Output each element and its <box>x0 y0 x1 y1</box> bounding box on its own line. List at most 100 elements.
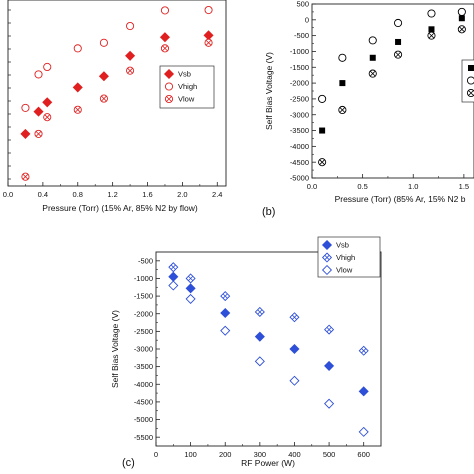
chart3-legend-marker-shape <box>321 264 333 276</box>
chart3-y-tick-label: -2000 <box>134 309 153 318</box>
chart3-y-tick-label: -2500 <box>134 327 153 336</box>
chart3-series3-point-shape <box>168 280 179 291</box>
chart2-series1-point-shape <box>369 54 376 61</box>
chart2-series2-point <box>457 7 466 16</box>
chart2-y-tick-label: 0 <box>305 15 309 24</box>
chart3-y-tick-label: -1000 <box>134 274 153 283</box>
chart1-series1-point <box>203 30 214 41</box>
chart2-series3-point <box>394 50 403 59</box>
chart1-series3-point-cross-b <box>44 114 51 120</box>
chart3-series2-point-cross-b <box>291 314 297 320</box>
chart2-y-tick-label: 500 <box>296 0 309 9</box>
chart3-series3-point-shape <box>254 356 265 367</box>
chart3-legend-marker <box>321 239 333 251</box>
chart3-series2-point-cross-b <box>361 348 367 354</box>
chart3-series1-point <box>185 283 196 294</box>
chart2-legend-marker-shape <box>468 65 474 71</box>
chart1-series1-point-shape <box>72 82 83 93</box>
chart1-series1-point <box>72 82 83 93</box>
chart3-series2-point-cross-b <box>188 275 194 281</box>
chart1-series1-point-shape <box>33 106 44 117</box>
chart3-y-tick-label: -3500 <box>134 362 153 371</box>
chart3-series1-point-shape <box>358 386 369 397</box>
chart3-series2-point <box>220 291 231 302</box>
chart3-series2-point <box>289 312 300 323</box>
chart2-y-tick-label: -4000 <box>290 142 309 151</box>
chart1-series2-point-shape <box>43 62 52 72</box>
chart2-y-tick-label: -2000 <box>290 79 309 88</box>
chart3-x-tick-label: 600 <box>357 450 370 459</box>
chart3-y-tick-label: -4000 <box>134 380 153 389</box>
chart2-legend-marker <box>466 76 474 85</box>
chart2-series2-point <box>318 94 327 103</box>
chart3-series3-point <box>185 293 196 304</box>
chart3-y-tick-label: -5500 <box>134 433 153 442</box>
chart1-series2-point-shape <box>204 5 213 15</box>
chart1-legend-marker <box>163 68 175 80</box>
chart2-series3-point-cross-b <box>369 70 376 77</box>
chart1-series2-point-shape <box>160 6 170 15</box>
chart1-legend-marker-cross-b <box>166 96 172 102</box>
chart1-series3-point <box>126 66 135 75</box>
chart1-x-tick-label: 2.0 <box>177 190 187 199</box>
chart3-x-tick-label: 500 <box>323 450 336 459</box>
chart2-panel-label: (b) <box>262 206 275 218</box>
chart2-legend-marker-cross-b <box>468 90 474 96</box>
chart1-series3-point <box>73 105 82 114</box>
chart3-series2-point-cross-b <box>326 327 332 333</box>
chart2-series1-point-shape <box>458 15 465 22</box>
chart1-x-tick-label: 1.6 <box>142 190 152 199</box>
chart2-y-tick-label: -3500 <box>290 126 309 135</box>
chart1-series3-point-cross-b <box>35 131 42 137</box>
chart1-series3-point <box>204 38 213 47</box>
chart1-series1-point-shape <box>42 97 53 108</box>
chart1-series2-point <box>160 6 170 15</box>
chart2-legend-marker <box>468 65 474 71</box>
chart1-series1-point <box>42 97 53 108</box>
chart3-legend-marker <box>321 264 333 276</box>
chart1-series3-point <box>160 44 170 53</box>
chart1-x-axis-label: Pressure (Torr) (15% Ar, 85% N2 by flow) <box>42 203 198 213</box>
chart1-x-tick-label: 1.2 <box>107 190 117 199</box>
chart1-x-tick-label: 0.8 <box>73 190 83 199</box>
chart3-series1-point-shape <box>168 271 179 282</box>
chart3-series1-point <box>220 307 231 319</box>
chart3-x-axis-label: RF Power (W) <box>241 458 295 468</box>
chart3-y-axis-label: Self Bias Voltage (V) <box>110 310 120 388</box>
chart2-y-tick-label: -1000 <box>290 47 309 56</box>
chart2-series3-point-cross-b <box>459 26 465 33</box>
chart2-series1-point-shape <box>428 26 435 33</box>
chart2-series2-point-shape <box>394 18 403 28</box>
chart2-x-tick-label: 0.0 <box>307 182 317 191</box>
chart2-series3-point <box>368 69 377 78</box>
chart3-series3-point <box>220 325 231 336</box>
chart2-series1-point-shape <box>395 38 402 45</box>
chart2-x-tick-label: 0.5 <box>357 182 367 191</box>
chart2-y-tick-label: -2500 <box>290 95 309 104</box>
chart2-series2-point-shape <box>318 94 327 103</box>
chart3-series2-point <box>185 273 196 284</box>
chart3-series3-point <box>289 375 300 386</box>
chart2-series1-point <box>395 38 402 45</box>
chart2-y-tick-label: -1500 <box>290 63 309 72</box>
chart2-y-axis-label: Self Bias Voltage (V) <box>264 52 274 130</box>
chart1-series3-point-cross-b <box>205 39 212 46</box>
chart3-series1-point <box>289 343 300 355</box>
chart1-legend-label: Vsb <box>178 70 191 79</box>
chart2-y-tick-label: -4500 <box>290 158 309 167</box>
chart1-plot-frame <box>7 0 227 187</box>
chart2-x-axis-label: Pressure (Torr) (85% Ar, 15% N2 b <box>335 194 466 204</box>
chart1-series1-point-shape <box>20 128 31 139</box>
chart2-series3-point <box>457 25 466 34</box>
chart2-series3-point-cross-b <box>395 51 401 58</box>
chart2-series3-point <box>338 105 347 115</box>
chart3-series3-point-shape <box>358 426 369 437</box>
chart1-series3-point <box>99 94 108 103</box>
chart1-series2-point-shape <box>99 38 108 47</box>
chart3-series1-point-shape <box>220 307 231 319</box>
chart1-series2-point-shape <box>126 21 135 31</box>
chart2-y-tick-label: -500 <box>294 31 309 40</box>
chart3-series2-point-cross-b <box>170 264 176 270</box>
chart1-series1-point <box>159 32 170 43</box>
